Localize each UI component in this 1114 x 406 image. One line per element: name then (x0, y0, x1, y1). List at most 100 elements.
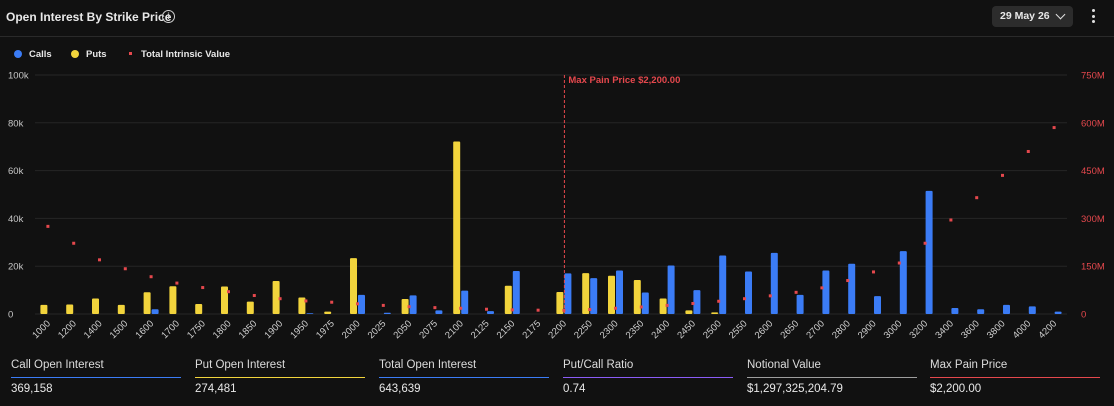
x-tick-label: 1800 (211, 318, 234, 341)
stat-label: Notional Value (747, 359, 821, 371)
calls-bar (977, 309, 985, 314)
tiv-point (923, 241, 927, 245)
expiry-date-select[interactable]: 29 May 26 (992, 6, 1073, 27)
x-tick-label: 2250 (572, 318, 595, 341)
x-tick-label: 2450 (675, 318, 698, 341)
stat-value: 0.74 (563, 383, 586, 395)
x-tick-label: 2050 (391, 318, 414, 341)
calls-bar (151, 309, 159, 314)
tiv-point (227, 290, 230, 294)
stat-underline (195, 377, 365, 378)
x-tick-label: 1900 (262, 318, 285, 341)
stat-label: Put Open Interest (195, 359, 286, 371)
puts-bar (143, 292, 151, 314)
stat-value: $1,297,325,204.79 (747, 383, 843, 395)
x-tick-label: 1200 (56, 318, 79, 341)
x-tick-label: 1600 (133, 318, 156, 341)
calls-bar (1054, 311, 1062, 314)
tiv-point (846, 279, 850, 283)
tiv-point (975, 196, 979, 200)
x-tick-label: 1000 (30, 318, 53, 341)
x-tick-label: 2900 (856, 318, 879, 341)
x-tick-label: 1950 (288, 318, 311, 341)
puts-bar (246, 301, 254, 314)
summary-stats: Call Open Interest 369,158 Put Open Inte… (0, 352, 1114, 406)
tiv-point (562, 308, 566, 312)
puts-bar (169, 286, 177, 314)
stat-label: Call Open Interest (11, 359, 104, 371)
calls-bar (745, 271, 752, 314)
puts-bar (582, 273, 590, 314)
puts-bar (504, 285, 512, 314)
x-tick-label: 2500 (701, 318, 724, 341)
tiv-point (459, 306, 463, 310)
puts-bar (608, 275, 615, 314)
legend-tiv[interactable]: Total Intrinsic Value (129, 49, 230, 60)
tiv-point (175, 281, 179, 285)
chart-header: Open Interest By Strike Price i 29 May 2… (0, 0, 1114, 37)
more-vertical-icon[interactable] (1089, 9, 1097, 27)
tiv-point (510, 308, 514, 312)
x-tick-label: 2075 (417, 318, 440, 341)
calls-bar (951, 308, 959, 314)
calls-bar (667, 265, 675, 314)
tiv-swatch (129, 52, 132, 55)
calls-bar (770, 252, 778, 314)
calls-bar (512, 270, 520, 314)
y-tick-label-right: 450M (1081, 166, 1105, 177)
puts-bar (195, 303, 203, 314)
x-tick-label: 2025 (366, 318, 389, 341)
tiv-point (1026, 149, 1030, 153)
x-tick-label: 2300 (598, 318, 621, 341)
tiv-point (485, 307, 488, 311)
stat-value: $2,200.00 (930, 383, 982, 395)
tiv-point (588, 308, 592, 312)
x-tick-label: 2200 (546, 318, 569, 341)
tiv-point (123, 267, 127, 271)
legend-calls[interactable]: Calls (14, 49, 52, 60)
tiv-point (72, 241, 76, 245)
y-tick-label-left: 20k (8, 262, 24, 273)
tiv-point (768, 294, 772, 298)
puts-bar (711, 312, 719, 314)
stat-label: Max Pain Price (930, 359, 1008, 371)
info-icon[interactable]: i (162, 10, 175, 23)
legend-puts[interactable]: Puts (71, 49, 107, 60)
x-tick-label: 2150 (495, 318, 518, 341)
stat-label: Put/Call Ratio (563, 359, 634, 371)
calls-bar (925, 190, 933, 314)
tiv-point (330, 300, 334, 304)
calls-bar (461, 290, 469, 314)
x-tick-label: 2125 (469, 318, 492, 341)
calls-bar (590, 278, 598, 314)
y-tick-label-right: 0 (1081, 310, 1086, 321)
puts-bar (40, 304, 48, 314)
y-tick-label-right: 300M (1081, 214, 1105, 225)
tiv-point (407, 305, 411, 309)
tiv-point (665, 303, 669, 307)
x-tick-label: 3200 (907, 318, 930, 341)
stat-underline (747, 377, 917, 378)
puts-bar (556, 292, 564, 314)
expiry-date-value: 29 May 26 (1000, 10, 1050, 22)
calls-bar (693, 290, 701, 314)
puts-bar (350, 258, 357, 314)
puts-bar (324, 311, 332, 314)
x-tick-label: 2100 (443, 318, 466, 341)
x-tick-label: 1850 (237, 318, 260, 341)
y-tick-label-right: 150M (1081, 262, 1105, 273)
puts-bar (92, 298, 99, 314)
calls-bar (358, 294, 365, 314)
x-tick-label: 1975 (314, 318, 337, 341)
puts-bar (633, 280, 641, 314)
x-tick-label: 4200 (1036, 318, 1059, 341)
stat-underline (930, 377, 1100, 378)
calls-bar (564, 273, 572, 314)
x-tick-label: 2175 (520, 318, 543, 341)
tiv-point (304, 299, 308, 303)
tiv-point (691, 301, 695, 305)
x-tick-label: 1750 (185, 318, 208, 341)
calls-bar (822, 270, 830, 314)
x-tick-label: 1400 (82, 318, 105, 341)
tiv-point (252, 294, 256, 298)
